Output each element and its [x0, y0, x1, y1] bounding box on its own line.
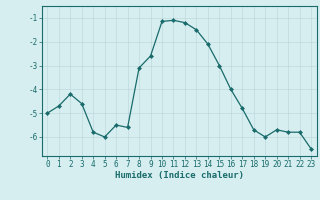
- X-axis label: Humidex (Indice chaleur): Humidex (Indice chaleur): [115, 171, 244, 180]
